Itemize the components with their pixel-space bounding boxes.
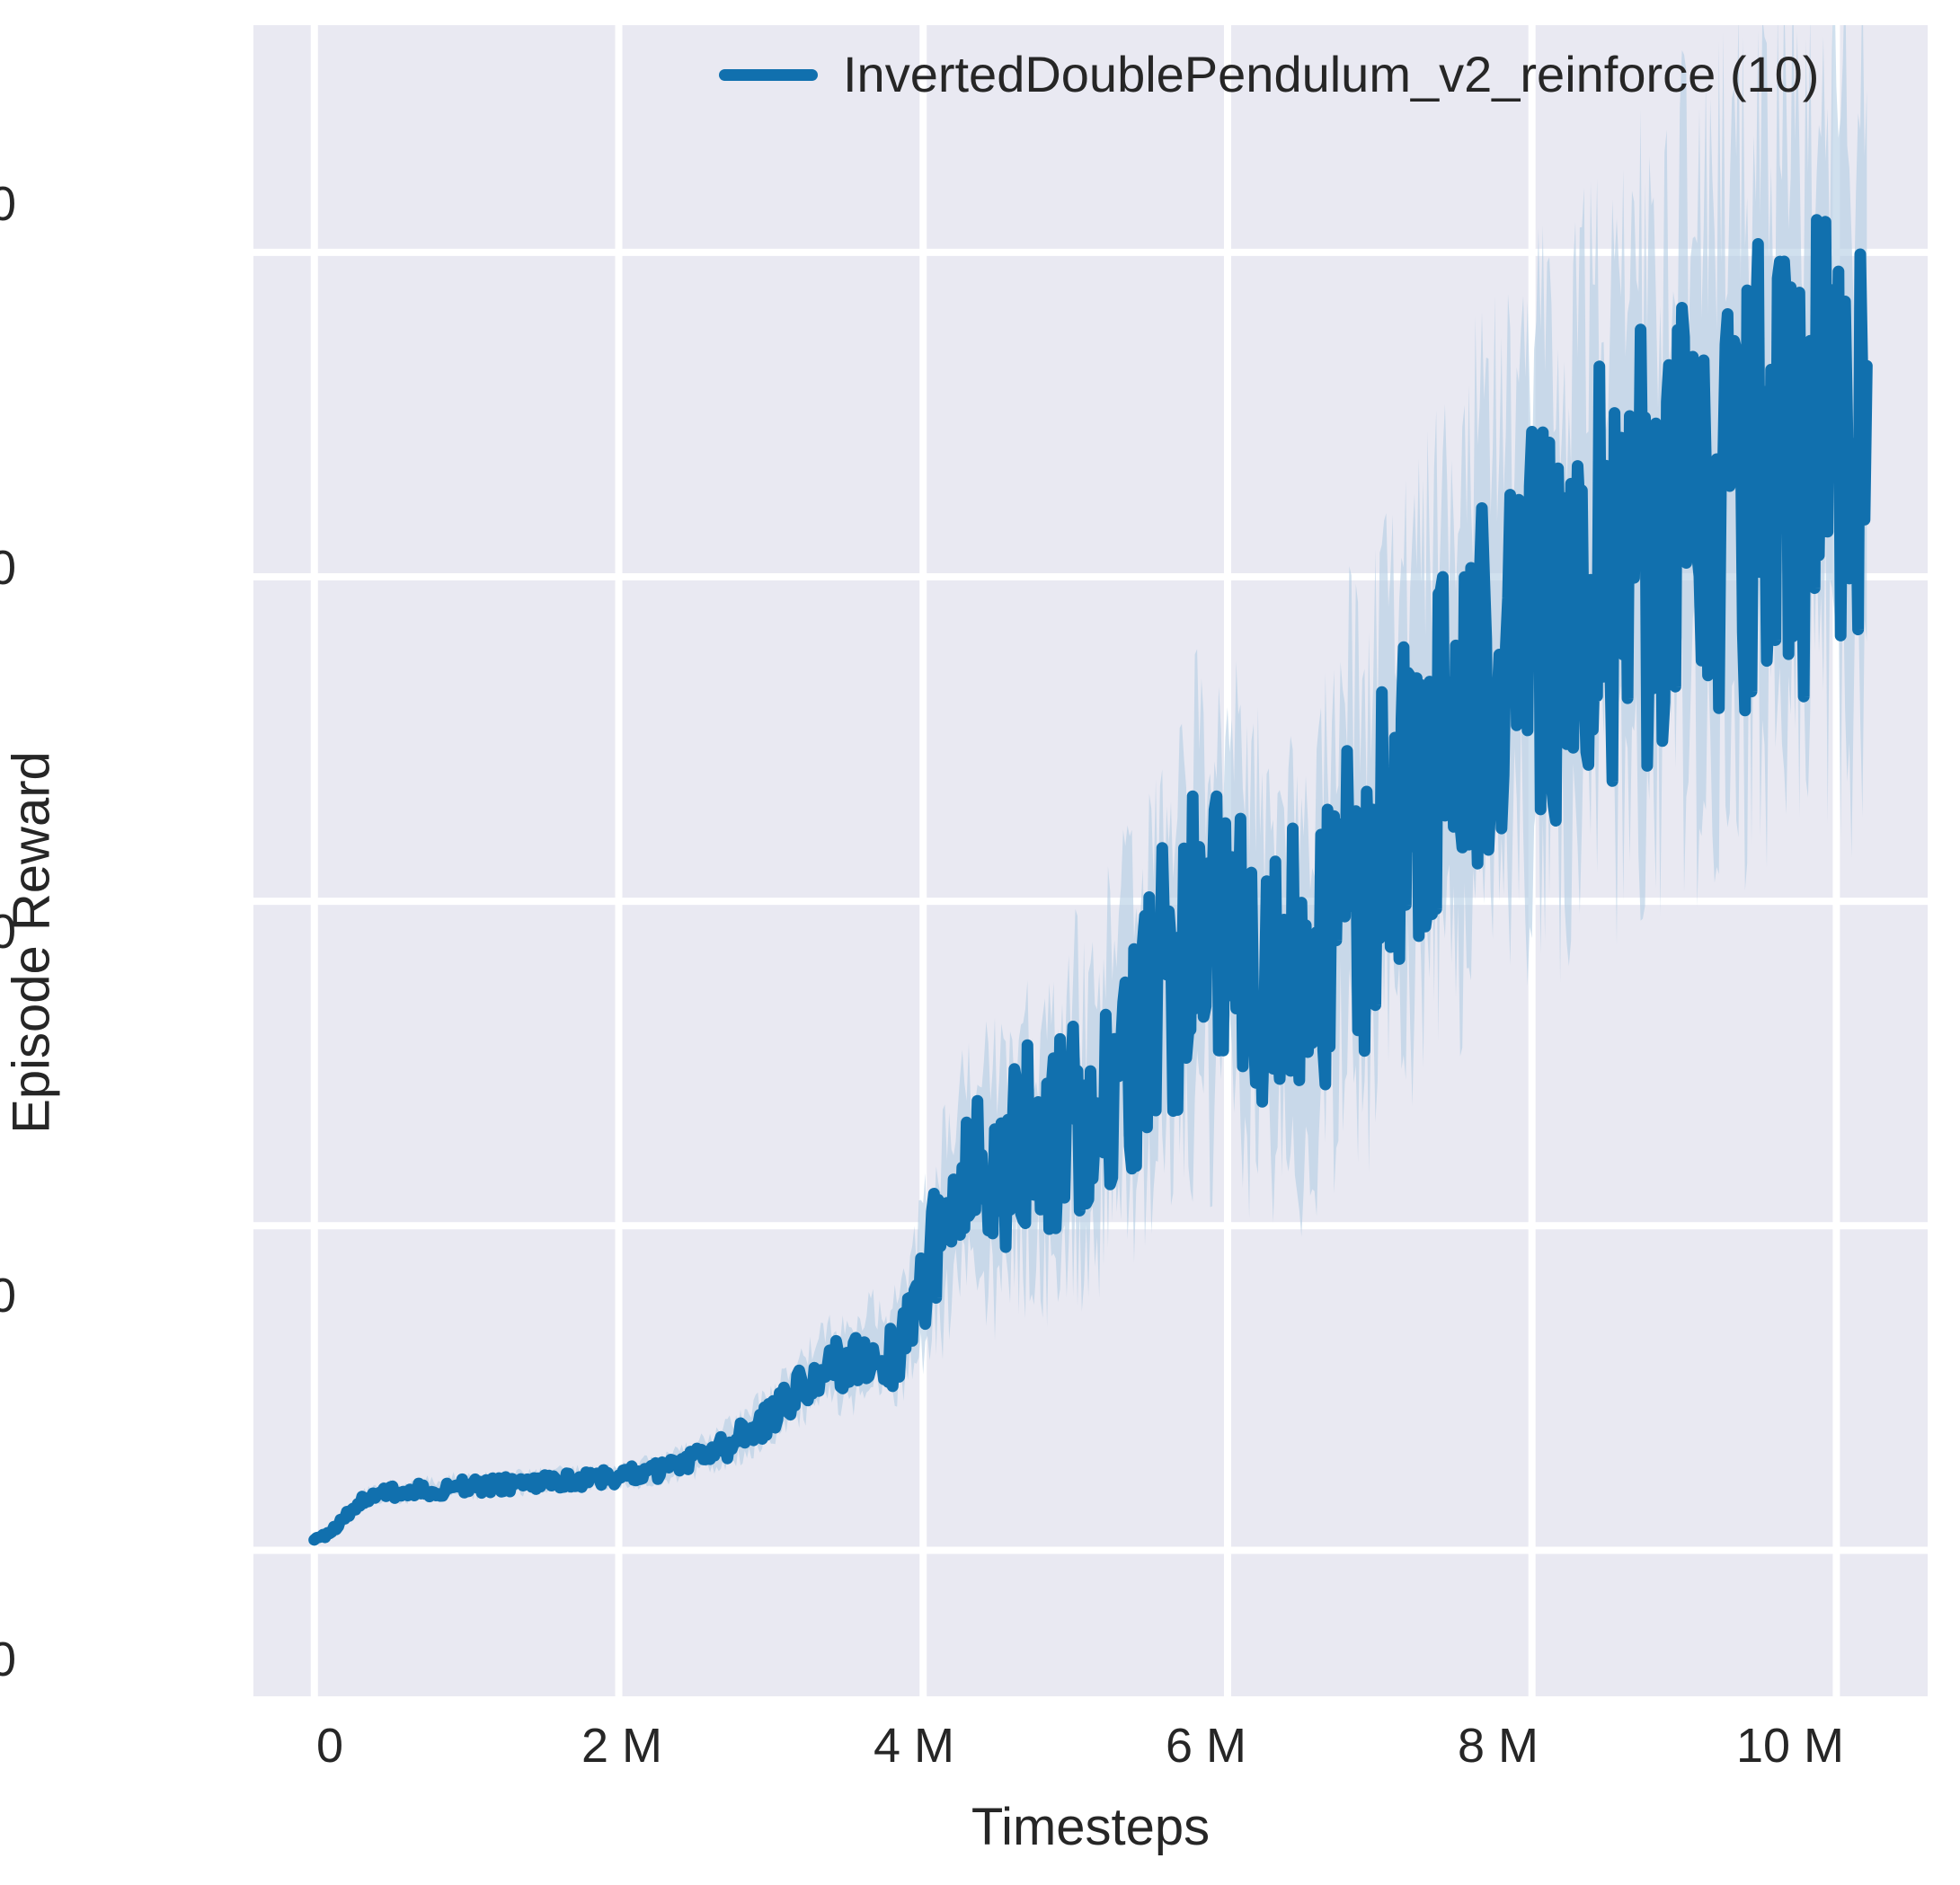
y-tick-label-2000: 2000 xyxy=(0,1269,16,1323)
x-tick-label-4m: 4 M xyxy=(873,1719,955,1773)
x-tick-label-10m: 10 M xyxy=(1735,1719,1845,1773)
x-tick-label-2m: 2 M xyxy=(581,1719,663,1773)
y-tick-label-6000: 6000 xyxy=(0,541,16,595)
legend: InvertedDoublePendulum_v2_reinforce (10) xyxy=(719,49,1819,100)
gridlines xyxy=(253,25,1928,1696)
x-tick-label-6m: 6 M xyxy=(1165,1719,1247,1773)
y-tick-label-4000: 4000 xyxy=(0,905,16,959)
x-tick-label-8m: 8 M xyxy=(1457,1719,1539,1773)
y-tick-label-8000: 8000 xyxy=(0,177,16,231)
legend-label: InvertedDoublePendulum_v2_reinforce (10) xyxy=(843,46,1820,102)
x-axis-label: Timesteps xyxy=(971,1798,1211,1856)
x-tick-label-0: 0 xyxy=(315,1719,344,1773)
confidence-band xyxy=(314,25,1867,1543)
legend-line-swatch xyxy=(719,68,818,81)
plot-svg xyxy=(253,25,1928,1696)
y-tick-label-0: 0 xyxy=(0,1633,16,1686)
mean-line xyxy=(308,214,1873,1546)
plot-area xyxy=(253,25,1928,1696)
